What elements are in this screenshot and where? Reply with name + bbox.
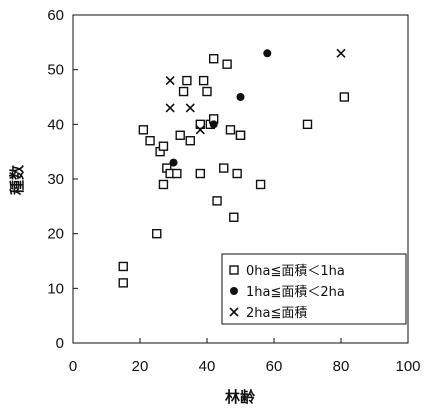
data-point <box>169 158 178 167</box>
data-point <box>302 119 313 130</box>
data-point <box>336 48 346 58</box>
data-point <box>236 93 245 101</box>
data-point <box>178 86 189 97</box>
x-tick-label: 60 <box>266 358 283 375</box>
data-point <box>152 228 162 239</box>
data-point <box>222 59 232 69</box>
data-point <box>185 103 195 113</box>
data-point <box>172 168 182 179</box>
data-point <box>182 75 192 86</box>
data-point <box>185 136 195 146</box>
x-tick-label: 20 <box>132 358 149 375</box>
x-tick-label: 100 <box>395 358 420 375</box>
data-point <box>138 125 149 135</box>
y-axis-ticks: 0 10 20 30 40 50 60 <box>47 7 78 352</box>
data-point <box>219 163 229 173</box>
legend-entry: 1ha≦面積＜2ha <box>246 285 345 300</box>
x-axis-label: 林齢 <box>225 388 256 406</box>
data-point <box>208 54 219 64</box>
legend-marker <box>230 287 238 295</box>
data-point <box>175 130 185 140</box>
data-point <box>235 130 246 140</box>
data-point <box>165 103 175 113</box>
legend-marker <box>229 265 239 275</box>
legend: 0ha≦面積＜1ha 1ha≦面積＜2ha 2ha≦面積 <box>221 253 407 325</box>
data-point <box>195 125 205 135</box>
series-2 <box>165 48 346 135</box>
y-tick-label: 30 <box>47 171 64 188</box>
y-tick-label: 10 <box>47 280 64 297</box>
series-0 <box>118 54 350 288</box>
y-tick-label: 60 <box>47 7 64 24</box>
x-tick-label: 40 <box>199 358 216 375</box>
y-tick-label: 20 <box>47 226 64 243</box>
legend-entry: 0ha≦面積＜1ha <box>246 264 345 279</box>
data-point <box>195 119 206 130</box>
data-point <box>158 179 169 190</box>
data-point <box>118 278 128 288</box>
data-point <box>118 261 128 272</box>
data-point <box>263 49 272 58</box>
y-tick-label: 40 <box>47 116 64 133</box>
data-point <box>255 179 266 190</box>
data-point <box>145 136 155 146</box>
data-point <box>339 92 350 102</box>
data-point <box>165 76 175 86</box>
data-point <box>225 125 236 135</box>
legend-marker <box>229 307 239 317</box>
data-point <box>198 75 209 86</box>
data-points <box>118 48 350 288</box>
data-point <box>195 168 206 179</box>
y-axis-label: 種数 <box>8 164 26 195</box>
legend-entry: 2ha≦面積 <box>246 306 307 321</box>
data-point <box>158 141 169 151</box>
legend-box <box>221 253 407 325</box>
series-1 <box>169 49 272 167</box>
data-point <box>209 120 218 129</box>
x-axis-ticks: 0 20 40 60 80 100 <box>69 338 421 375</box>
data-point <box>202 86 212 97</box>
x-tick-label: 80 <box>333 358 350 375</box>
data-point <box>232 168 242 179</box>
data-point <box>212 196 222 206</box>
y-tick-label: 50 <box>47 62 64 79</box>
x-tick-label: 0 <box>69 358 77 375</box>
data-point <box>229 212 239 222</box>
y-tick-label: 0 <box>56 335 64 352</box>
